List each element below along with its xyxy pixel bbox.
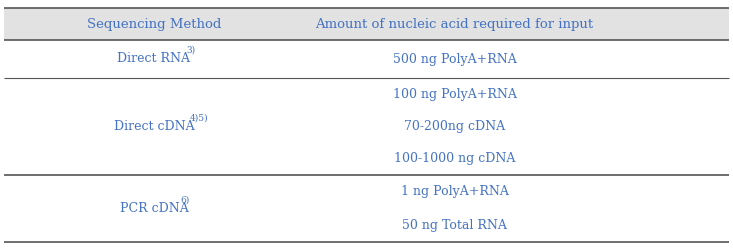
Text: 1 ng PolyA+RNA: 1 ng PolyA+RNA	[400, 185, 509, 198]
Text: Sequencing Method: Sequencing Method	[86, 18, 221, 30]
Text: 500 ng PolyA+RNA: 500 ng PolyA+RNA	[393, 52, 516, 66]
Text: Direct cDNA: Direct cDNA	[114, 120, 194, 133]
Text: 100-1000 ng cDNA: 100-1000 ng cDNA	[394, 152, 515, 165]
Text: 3): 3)	[186, 46, 196, 55]
Text: 6): 6)	[180, 195, 190, 204]
Text: 50 ng Total RNA: 50 ng Total RNA	[402, 219, 507, 232]
Text: 70-200ng cDNA: 70-200ng cDNA	[404, 120, 505, 133]
Text: Amount of nucleic acid required for input: Amount of nucleic acid required for inpu…	[315, 18, 594, 30]
Text: 100 ng PolyA+RNA: 100 ng PolyA+RNA	[393, 88, 516, 101]
Text: PCR cDNA: PCR cDNA	[119, 202, 188, 215]
FancyBboxPatch shape	[4, 8, 729, 40]
Text: Direct RNA: Direct RNA	[117, 52, 191, 66]
Text: 4)5): 4)5)	[190, 113, 208, 122]
